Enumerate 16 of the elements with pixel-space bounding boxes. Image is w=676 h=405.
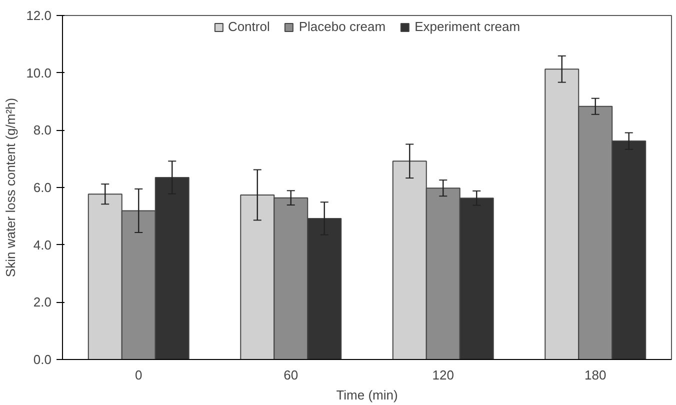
y-tick-label: 0.0 [33, 352, 52, 367]
x-tick-label: 60 [284, 368, 298, 382]
x-tick-label: 0 [135, 368, 142, 382]
x-tick-label: 120 [432, 368, 454, 382]
legend-label: Placebo cream [298, 19, 386, 34]
y-tick-label: 8.0 [33, 122, 52, 138]
y-tick-label: 12.0 [26, 8, 52, 23]
legend-label: Experiment cream [414, 19, 520, 34]
x-axis-title: Time (min) [336, 388, 398, 402]
x-tick-label: 180 [584, 368, 606, 382]
y-axis-title: Skin water loss content (g/m²h) [3, 98, 18, 278]
legend-label: Control [228, 19, 270, 34]
y-tick-label: 2.0 [33, 294, 52, 310]
y-tick-label: 10.0 [26, 65, 52, 80]
y-tick-label: 6.0 [33, 180, 52, 195]
y-tick-label: 4.0 [33, 237, 52, 252]
